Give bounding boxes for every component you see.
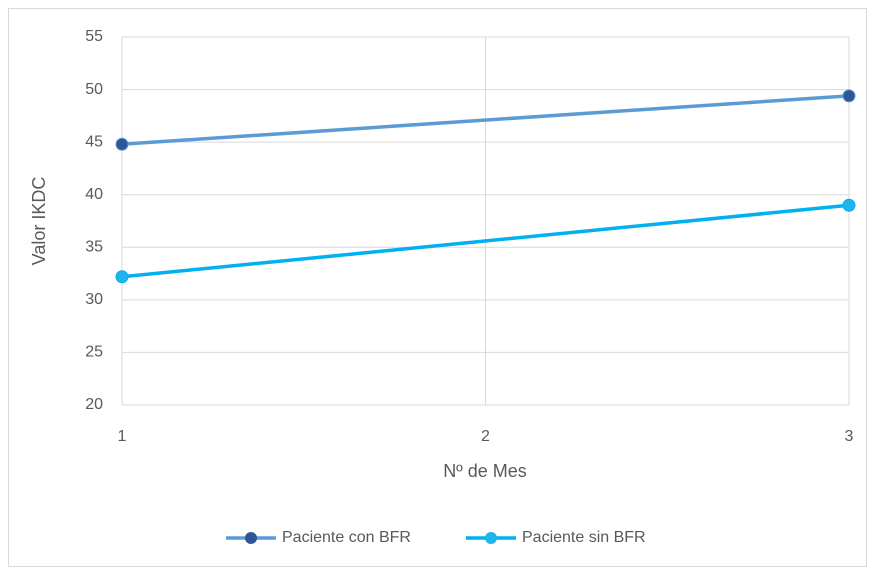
series-line (121, 94, 850, 146)
x-axis-title: Nº de Mes (443, 461, 527, 481)
y-tick-label: 45 (85, 133, 103, 150)
series-line (121, 203, 850, 279)
legend-marker (485, 532, 497, 544)
data-point (842, 89, 856, 103)
legend-label: Paciente sin BFR (522, 529, 646, 546)
y-tick-label: 50 (85, 81, 103, 98)
y-tick-label: 20 (85, 396, 103, 413)
x-tick-label: 2 (481, 428, 490, 445)
y-tick-label: 25 (85, 344, 103, 361)
y-axis-title: Valor IKDC (29, 177, 49, 266)
data-point (842, 198, 856, 212)
legend-marker (245, 532, 257, 544)
y-tick-label: 40 (85, 186, 103, 203)
data-point (115, 137, 129, 151)
y-tick-label: 35 (85, 239, 103, 256)
y-tick-label: 55 (85, 28, 103, 45)
x-tick-label: 1 (118, 428, 127, 445)
y-tick-label: 30 (85, 291, 103, 308)
chart-frame (8, 8, 867, 567)
legend-label: Paciente con BFR (282, 529, 411, 546)
data-point (115, 270, 129, 284)
x-tick-label: 3 (845, 428, 854, 445)
